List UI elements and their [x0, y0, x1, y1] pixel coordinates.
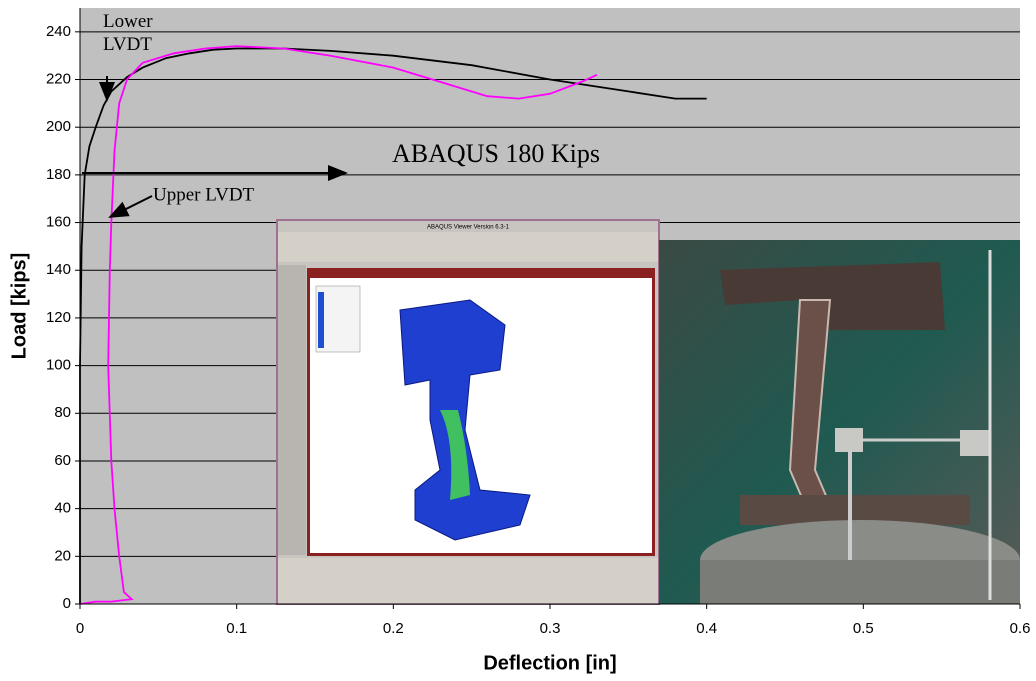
y-tick-label: 20	[54, 547, 71, 564]
y-tick-label: 220	[46, 70, 71, 87]
chart: ABAQUS Viewer Version 6.3-1 LowerLVDT Up…	[0, 0, 1036, 681]
base	[700, 560, 1020, 604]
x-tick-label: 0.6	[1010, 620, 1031, 637]
x-tick-label: 0.1	[226, 620, 247, 637]
window-title: ABAQUS Viewer Version 6.3-1	[427, 225, 510, 231]
y-tick-label: 100	[46, 357, 71, 374]
y-tick-label: 120	[46, 309, 71, 326]
y-tick-label: 0	[63, 595, 71, 612]
y-tick-label: 80	[54, 404, 71, 421]
y-tick-label: 240	[46, 23, 71, 40]
x-tick-label: 0.3	[540, 620, 561, 637]
y-tick-label: 40	[54, 500, 71, 517]
x-tick-label: 0	[76, 620, 84, 637]
side-toolbar	[278, 265, 306, 555]
y-tick-label: 200	[46, 118, 71, 135]
x-tick-label: 0.2	[383, 620, 404, 637]
annotation: Upper LVDT	[153, 184, 255, 205]
page: ABAQUS Viewer Version 6.3-1 LowerLVDT Up…	[0, 0, 1036, 681]
status-bar	[278, 558, 658, 604]
annotation: ABAQUS 180 Kips	[392, 139, 600, 168]
y-tick-label: 180	[46, 166, 71, 183]
y-tick-label: 160	[46, 214, 71, 231]
lvdt-clamp	[960, 430, 990, 456]
lvdt-clamp	[835, 428, 863, 452]
y-axis-title: Load [kips]	[8, 253, 30, 360]
x-tick-label: 0.4	[696, 620, 717, 637]
y-tick-label: 60	[54, 452, 71, 469]
x-axis-title: Deflection [in]	[483, 652, 616, 674]
test-photo	[659, 240, 1020, 604]
color-scale	[318, 292, 324, 348]
toolbar	[278, 232, 658, 262]
abaqus-screenshot: ABAQUS Viewer Version 6.3-1	[277, 220, 659, 604]
x-tick-label: 0.5	[853, 620, 874, 637]
y-tick-label: 140	[46, 261, 71, 278]
